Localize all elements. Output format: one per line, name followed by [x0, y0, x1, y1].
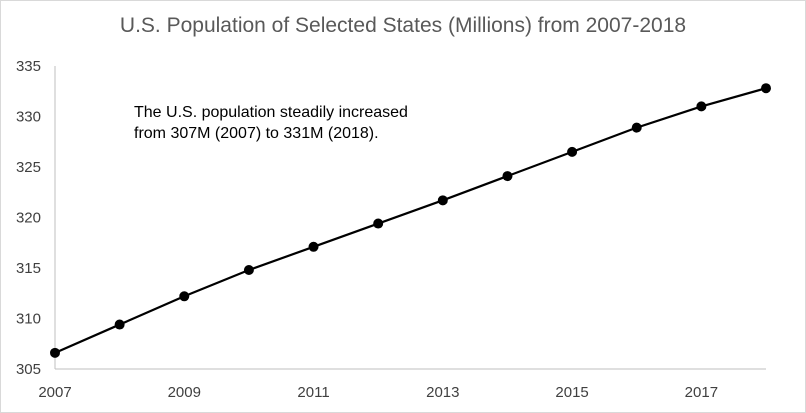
- y-tick-label: 315: [16, 260, 41, 277]
- series-line: [54, 87, 767, 354]
- data-point: [179, 291, 190, 302]
- data-point: [696, 101, 707, 112]
- axes: [54, 66, 766, 370]
- x-tick-label: 2013: [426, 384, 459, 401]
- chart-title: U.S. Population of Selected States (Mill…: [119, 14, 687, 37]
- data-point: [567, 146, 578, 157]
- chart-annotation: The U.S. population steadily increased f…: [134, 102, 408, 144]
- series-group: [50, 83, 771, 358]
- x-tick-label: 2011: [297, 384, 329, 401]
- y-tick-label: 330: [16, 109, 41, 126]
- data-point: [437, 195, 448, 206]
- data-point: [50, 347, 60, 358]
- x-tick-label: 2007: [38, 384, 71, 401]
- y-tick-label: 320: [16, 210, 41, 227]
- y-tick-label: 335: [16, 58, 41, 75]
- data-point: [114, 319, 125, 330]
- x-tick-label: 2017: [685, 384, 718, 401]
- data-point: [761, 83, 771, 94]
- annotation-line-1: The U.S. population steadily increased: [134, 104, 408, 121]
- x-tick-label: 2015: [555, 384, 588, 401]
- x-axis-ticks: 2007 2009 2011 2013 2015 2017: [38, 384, 718, 401]
- data-point: [308, 241, 319, 252]
- y-tick-label: 325: [16, 159, 41, 176]
- x-tick-label: 2009: [168, 384, 201, 401]
- data-point: [502, 171, 513, 182]
- data-point: [243, 265, 254, 276]
- data-point: [373, 218, 384, 229]
- y-tick-label: 305: [16, 361, 41, 378]
- y-axis-ticks: 305 310 315 320 325 330 335: [16, 58, 41, 378]
- data-point: [631, 122, 642, 133]
- y-tick-label: 310: [16, 311, 41, 328]
- annotation-line-2: from 307M (2007) to 331M (2018).: [134, 125, 379, 142]
